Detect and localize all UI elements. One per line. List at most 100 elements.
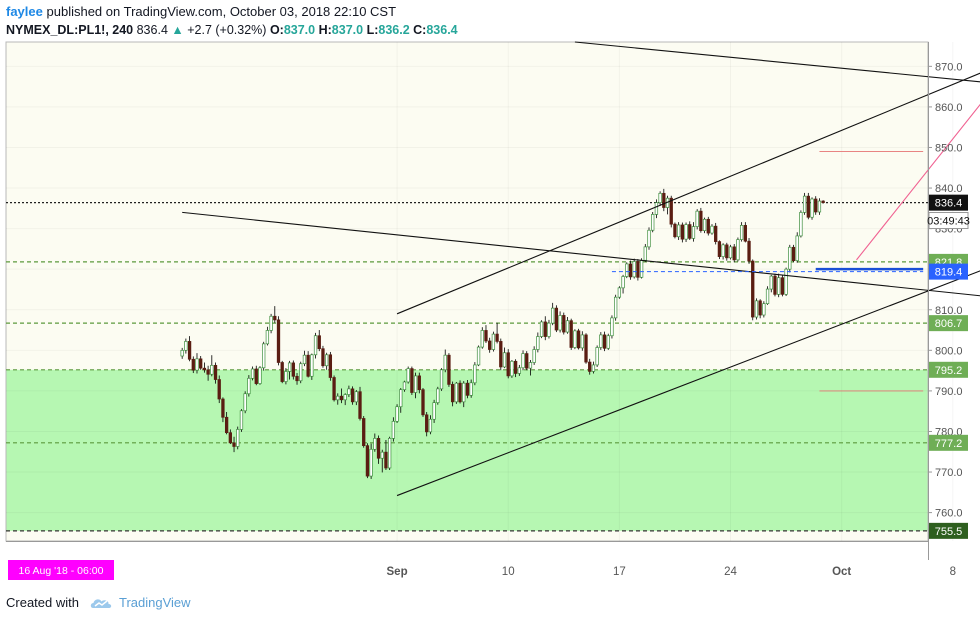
candle-down bbox=[688, 224, 692, 239]
candle-down bbox=[725, 244, 729, 259]
candle-up bbox=[676, 224, 681, 238]
publish-info: faylee published on TradingView.com, Oct… bbox=[6, 3, 396, 21]
x-tick-label: 24 bbox=[724, 566, 737, 578]
candle-up bbox=[580, 334, 584, 349]
tradingview-brand[interactable]: TradingView bbox=[118, 595, 191, 610]
low-label: L: bbox=[366, 23, 379, 37]
candle-up bbox=[721, 244, 725, 257]
candle-down bbox=[751, 260, 755, 318]
candle-up bbox=[647, 229, 651, 248]
candle-up bbox=[462, 382, 466, 403]
candle-up bbox=[480, 330, 484, 348]
candle-up bbox=[269, 315, 273, 331]
candle-up bbox=[591, 364, 596, 372]
price-label-text: 795.2 bbox=[935, 365, 963, 377]
candle-down bbox=[365, 445, 370, 477]
candle-down bbox=[628, 263, 633, 278]
candle-up bbox=[432, 402, 436, 420]
candle-up bbox=[702, 218, 707, 231]
price-label-box bbox=[929, 522, 968, 539]
y-tick-label: 860.0 bbox=[935, 102, 963, 114]
candle-down bbox=[306, 354, 310, 377]
candle-up bbox=[728, 246, 733, 259]
candle-up bbox=[799, 212, 803, 237]
candle-down bbox=[280, 362, 284, 382]
candle-up bbox=[258, 367, 262, 384]
candle-up bbox=[184, 341, 188, 351]
price-label: 819.4 bbox=[929, 263, 968, 280]
candle-down bbox=[732, 246, 736, 261]
open-value: 837.0 bbox=[283, 23, 316, 37]
candle-down bbox=[332, 377, 336, 401]
candle-up bbox=[262, 343, 266, 369]
candle-down bbox=[562, 315, 566, 333]
candle-up bbox=[658, 192, 662, 204]
candle-up bbox=[491, 333, 496, 350]
price-label-box bbox=[928, 212, 969, 230]
price-chart[interactable]: 760.0770.0780.0790.0800.0810.0820.0830.0… bbox=[0, 40, 980, 585]
candle-down bbox=[321, 348, 325, 367]
candle-down bbox=[417, 375, 421, 391]
candle-up bbox=[565, 320, 570, 333]
candle-down bbox=[350, 388, 355, 403]
trendline bbox=[396, 270, 980, 497]
candle-down bbox=[821, 200, 825, 204]
candle-up bbox=[736, 239, 740, 261]
candle-up bbox=[769, 275, 773, 290]
candle-up bbox=[239, 410, 244, 430]
candle-down bbox=[525, 353, 529, 369]
y-tick-label: 850.0 bbox=[935, 142, 963, 154]
candle-down bbox=[358, 391, 362, 419]
symbol-info: NYMEX_DL:PL1!, 240 836.4 ▲ +2.7 (+0.32%)… bbox=[6, 21, 458, 39]
projection-path bbox=[856, 103, 980, 261]
candle-up bbox=[313, 335, 318, 356]
candle-up bbox=[639, 259, 644, 278]
candle-up bbox=[454, 382, 458, 403]
candle-down bbox=[295, 375, 299, 382]
candle-up bbox=[684, 224, 688, 240]
support-zone bbox=[6, 369, 928, 531]
price-label-box bbox=[929, 263, 968, 280]
candle-up bbox=[236, 429, 240, 447]
candle-up bbox=[795, 235, 799, 262]
candle-down bbox=[187, 341, 192, 360]
high-value: 837.0 bbox=[331, 23, 364, 37]
x-tick-label: 17 bbox=[613, 566, 626, 578]
candle-up bbox=[443, 354, 447, 371]
candle-down bbox=[743, 225, 747, 242]
price-label-box bbox=[929, 434, 968, 451]
candle-up bbox=[810, 198, 814, 218]
candle-down bbox=[425, 414, 429, 433]
candle-down bbox=[584, 334, 588, 363]
candle-up bbox=[473, 364, 477, 384]
candle-down bbox=[317, 335, 321, 350]
candle-up bbox=[621, 276, 625, 289]
price-label: 836.4 bbox=[929, 194, 968, 211]
candle-up bbox=[802, 195, 807, 213]
candle-up bbox=[614, 296, 618, 319]
candle-up bbox=[817, 200, 822, 213]
candle-up bbox=[336, 395, 340, 401]
x-tick-label: 10 bbox=[502, 566, 515, 578]
candle-up bbox=[532, 349, 536, 363]
candle-down bbox=[543, 321, 547, 337]
high-label: H: bbox=[318, 23, 332, 37]
price-label-text: 755.5 bbox=[935, 526, 963, 538]
candle-up bbox=[406, 368, 410, 383]
candle-down bbox=[773, 275, 777, 295]
candle-down bbox=[806, 195, 810, 218]
price-label-box bbox=[929, 361, 968, 378]
candle-down bbox=[458, 382, 462, 403]
candle-down bbox=[484, 330, 488, 342]
price-label: 755.5 bbox=[929, 522, 968, 539]
time-cursor-label: 16 Aug '18 - 06:00 bbox=[8, 560, 114, 580]
candle-up bbox=[710, 225, 714, 234]
open-label: O: bbox=[269, 23, 284, 37]
candle-up bbox=[413, 375, 418, 393]
candle-up bbox=[195, 358, 199, 371]
author-name[interactable]: faylee bbox=[6, 4, 43, 19]
candle-up bbox=[310, 354, 314, 377]
candle-up bbox=[691, 226, 696, 239]
candle-up bbox=[632, 261, 636, 278]
candle-up bbox=[391, 420, 396, 439]
